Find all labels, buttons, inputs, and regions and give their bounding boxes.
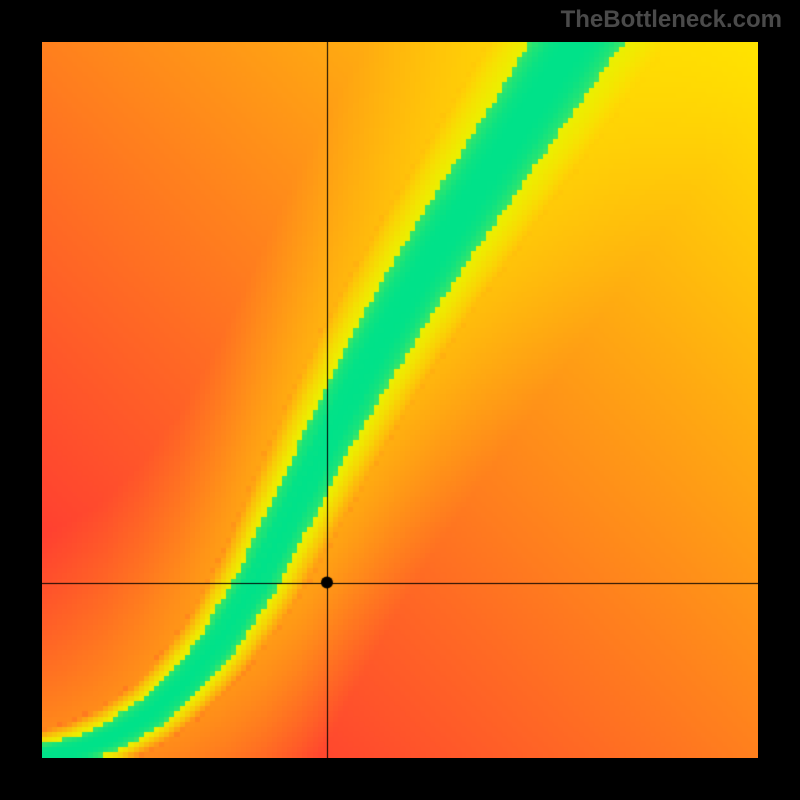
watermark-text: TheBottleneck.com (561, 6, 782, 34)
figure-frame: TheBottleneck.com (0, 0, 800, 800)
crosshair-overlay (42, 42, 758, 758)
